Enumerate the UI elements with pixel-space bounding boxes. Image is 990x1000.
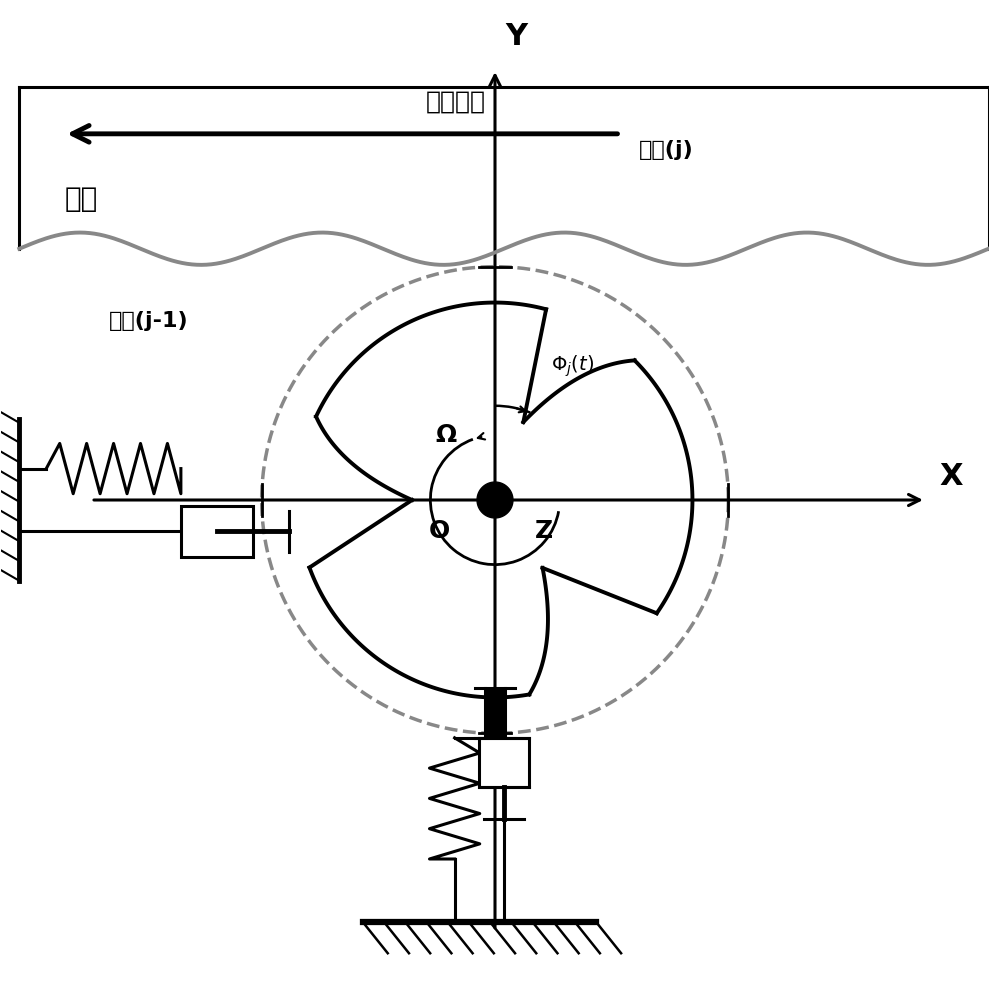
Text: O: O — [429, 519, 450, 543]
Polygon shape — [485, 688, 505, 738]
Bar — [479, 738, 529, 787]
Text: Y: Y — [506, 22, 528, 51]
Text: 运动方向: 运动方向 — [426, 90, 485, 114]
Bar — [181, 506, 252, 557]
Text: X: X — [940, 462, 962, 491]
Text: 工件: 工件 — [64, 185, 97, 213]
Text: Z: Z — [536, 519, 553, 543]
Polygon shape — [477, 482, 513, 518]
Text: 刀刃(j-1): 刀刃(j-1) — [109, 311, 189, 331]
Text: Ω: Ω — [435, 423, 456, 447]
Text: 刀刃(j): 刀刃(j) — [639, 140, 693, 160]
Text: $\Phi_j(t)$: $\Phi_j(t)$ — [550, 353, 594, 379]
